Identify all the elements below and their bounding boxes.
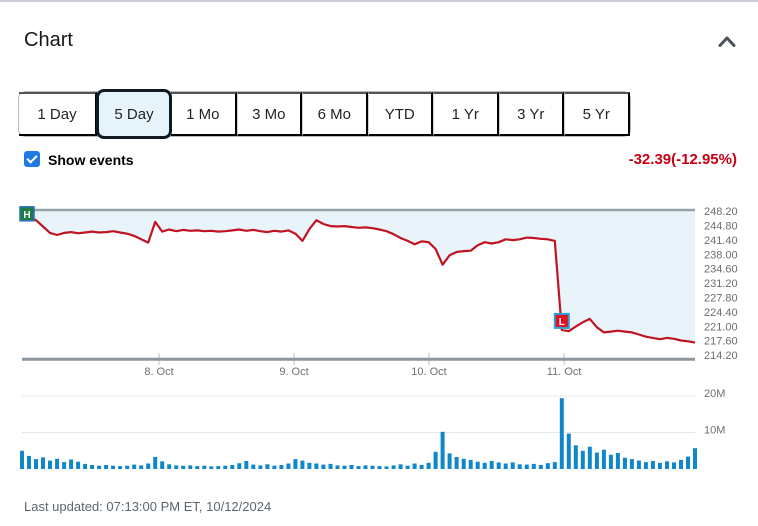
tab-6-mo[interactable]: 6 Mo bbox=[302, 92, 368, 136]
price-area bbox=[22, 210, 695, 343]
x-axis-label: 11. Oct bbox=[547, 366, 582, 378]
price-axis-label: 214.20 bbox=[704, 350, 738, 362]
price-axis-label: 217.60 bbox=[704, 336, 738, 348]
svg-text:L: L bbox=[559, 317, 565, 328]
price-axis-label: 227.80 bbox=[704, 293, 738, 305]
tab-1-yr[interactable]: 1 Yr bbox=[433, 92, 499, 136]
tab-ytd[interactable]: YTD bbox=[367, 92, 433, 136]
x-axis-label: 9. Oct bbox=[279, 366, 308, 378]
price-axis-label: 238.00 bbox=[704, 249, 738, 261]
collapse-button[interactable] bbox=[714, 33, 740, 53]
price-volume-chart[interactable]: 20M 10M 8. Oct 9. Oct 10. Oct 11. Oct 248.20 24… bbox=[0, 194, 758, 494]
tab-3-yr[interactable]: 3 Yr bbox=[498, 92, 564, 136]
range-tabs: 1 Day 5 Day 1 Mo 3 Mo 6 Mo YTD 1 Yr 3 Yr… bbox=[18, 89, 631, 139]
price-axis-label: 244.80 bbox=[704, 221, 738, 233]
last-updated-text: Last updated: 07:13:00 PM ET, 10/12/2024 bbox=[24, 499, 272, 514]
volume-axis-label: 10M bbox=[704, 425, 725, 437]
high-marker: H bbox=[19, 206, 35, 222]
x-axis-label: 10. Oct bbox=[411, 366, 446, 378]
price-line bbox=[21, 212, 696, 344]
tab-3-mo[interactable]: 3 Mo bbox=[236, 92, 302, 136]
price-axis-label: 231.20 bbox=[704, 278, 738, 290]
show-events-label: Show events bbox=[48, 152, 134, 168]
price-axis-label: 221.00 bbox=[704, 321, 738, 333]
tab-5-day[interactable]: 5 Day bbox=[96, 89, 172, 139]
volume-bars bbox=[20, 398, 697, 470]
chevron-up-icon bbox=[718, 36, 736, 47]
tab-5-yr[interactable]: 5 Yr bbox=[564, 92, 630, 136]
low-marker: L bbox=[553, 312, 570, 329]
tab-1-mo[interactable]: 1 Mo bbox=[171, 92, 237, 136]
price-axis-label: 234.60 bbox=[704, 264, 738, 276]
tab-1-day[interactable]: 1 Day bbox=[19, 92, 97, 136]
price-axis-label: 241.40 bbox=[704, 235, 738, 247]
page-title: Chart bbox=[24, 29, 73, 51]
change-value: -32.39(-12.95%) bbox=[628, 151, 737, 168]
show-events-checkbox[interactable] bbox=[24, 151, 40, 167]
checkmark-icon bbox=[26, 151, 38, 164]
svg-text:H: H bbox=[23, 210, 30, 221]
price-axis-label: 248.20 bbox=[704, 206, 738, 218]
volume-axis-label: 20M bbox=[704, 388, 725, 400]
price-axis-label: 224.40 bbox=[704, 307, 738, 319]
x-axis-label: 8. Oct bbox=[144, 366, 173, 378]
